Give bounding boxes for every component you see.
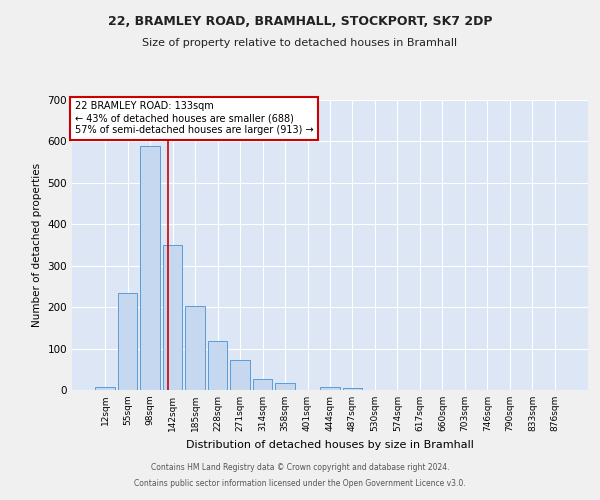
Bar [208,341,227,390]
Y-axis label: Number of detached properties: Number of detached properties [32,163,42,327]
Bar [253,379,272,390]
X-axis label: Distribution of detached houses by size in Bramhall: Distribution of detached houses by size … [186,440,474,450]
Bar [118,292,137,390]
Text: Size of property relative to detached houses in Bramhall: Size of property relative to detached ho… [142,38,458,48]
Text: Contains public sector information licensed under the Open Government Licence v3: Contains public sector information licen… [134,478,466,488]
Bar [140,146,160,390]
Text: Contains HM Land Registry data © Crown copyright and database right 2024.: Contains HM Land Registry data © Crown c… [151,464,449,472]
Text: 22 BRAMLEY ROAD: 133sqm
← 43% of detached houses are smaller (688)
57% of semi-d: 22 BRAMLEY ROAD: 133sqm ← 43% of detache… [74,102,313,134]
Bar [230,360,250,390]
Text: 22, BRAMLEY ROAD, BRAMHALL, STOCKPORT, SK7 2DP: 22, BRAMLEY ROAD, BRAMHALL, STOCKPORT, S… [108,15,492,28]
Bar [95,387,115,390]
Bar [320,387,340,390]
Bar [343,388,362,390]
Bar [163,245,182,390]
Bar [185,306,205,390]
Bar [275,384,295,390]
